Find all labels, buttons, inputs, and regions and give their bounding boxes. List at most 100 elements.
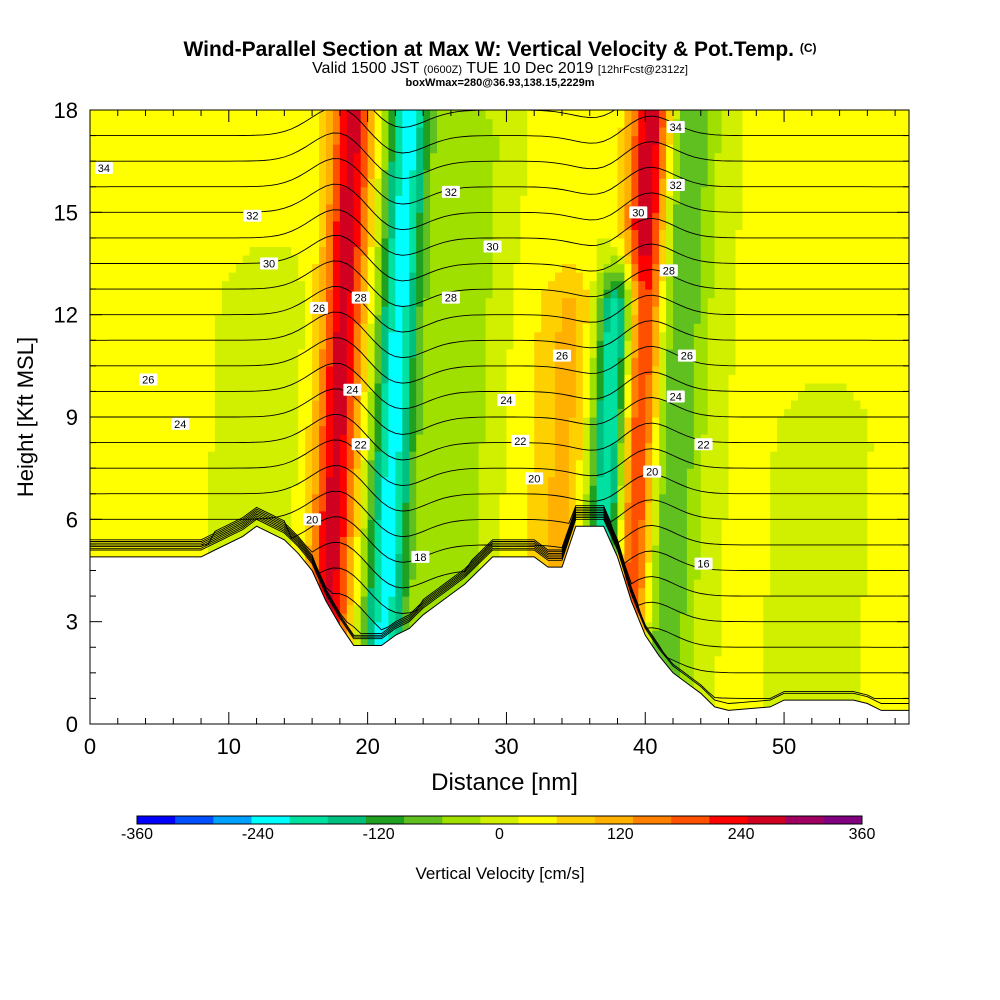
velocity-cell (492, 391, 501, 401)
velocity-cell (541, 144, 549, 154)
velocity-cell (409, 604, 417, 614)
velocity-cell (374, 613, 383, 623)
velocity-cell (464, 493, 473, 503)
velocity-cell (235, 357, 244, 367)
velocity-cell (450, 408, 459, 418)
velocity-cell (450, 118, 459, 128)
velocity-cell (194, 161, 202, 171)
velocity-cell (277, 280, 285, 290)
velocity-cell (325, 178, 334, 188)
velocity-cell (513, 485, 521, 495)
velocity-cell (437, 485, 445, 495)
velocity-cell (319, 186, 327, 196)
velocity-cell (430, 365, 438, 375)
velocity-cell (242, 161, 251, 171)
velocity-cell (388, 365, 396, 375)
velocity-cell (201, 195, 209, 205)
velocity-cell (103, 493, 112, 503)
velocity-cell (430, 536, 438, 546)
velocity-cell (96, 510, 105, 520)
velocity-cell (346, 502, 355, 512)
velocity-cell (166, 536, 174, 546)
velocity-cell (381, 613, 390, 623)
velocity-cell (395, 596, 403, 606)
velocity-cell (339, 519, 348, 529)
velocity-cell (548, 272, 556, 282)
velocity-cell (402, 331, 410, 341)
velocity-cell (520, 314, 528, 324)
velocity-cell (541, 229, 549, 239)
velocity-cell (159, 323, 167, 333)
velocity-cell (367, 254, 376, 265)
velocity-cell (395, 434, 403, 444)
velocity-cell (353, 280, 362, 290)
velocity-cell (499, 272, 508, 282)
velocity-cell (513, 442, 521, 452)
velocity-cell (110, 493, 119, 503)
velocity-cell (277, 272, 285, 282)
velocity-cell (187, 536, 195, 546)
velocity-cell (443, 272, 452, 282)
velocity-cell (541, 510, 549, 520)
velocity-cell (367, 348, 376, 358)
velocity-cell (492, 502, 501, 512)
velocity-cell (201, 323, 209, 333)
velocity-cell (367, 237, 376, 248)
velocity-cell (541, 169, 549, 179)
velocity-cell (471, 348, 480, 358)
velocity-cell (464, 391, 473, 401)
velocity-cell (555, 519, 563, 529)
velocity-cell (555, 263, 563, 273)
velocity-cell (346, 476, 355, 486)
velocity-cell (194, 408, 202, 418)
velocity-cell (277, 246, 285, 256)
velocity-cell (395, 587, 403, 597)
velocity-cell (360, 553, 369, 563)
velocity-cell (374, 630, 383, 640)
velocity-cell (270, 186, 278, 196)
velocity-cell (103, 527, 112, 537)
velocity-cell (506, 135, 514, 145)
velocity-cell (131, 510, 140, 520)
velocity-cell (145, 425, 154, 435)
velocity-cell (548, 161, 556, 171)
velocity-cell (457, 485, 466, 495)
velocity-cell (395, 254, 403, 265)
velocity-cell (124, 357, 133, 367)
velocity-cell (430, 510, 438, 520)
velocity-cell (437, 391, 445, 401)
velocity-cell (520, 417, 528, 427)
velocity-cell (194, 536, 202, 546)
velocity-cell (270, 348, 278, 358)
velocity-cell (187, 323, 195, 333)
velocity-cell (471, 536, 480, 546)
velocity-cell (402, 195, 410, 205)
velocity-cell (541, 152, 549, 162)
velocity-cell (152, 110, 161, 120)
velocity-cell (548, 357, 556, 367)
velocity-cell (235, 306, 244, 316)
velocity-cell (478, 459, 487, 469)
velocity-cell (499, 289, 508, 299)
velocity-cell (124, 417, 133, 427)
velocity-cell (235, 527, 244, 537)
velocity-cell (478, 135, 487, 145)
velocity-cell (450, 365, 459, 375)
velocity-cell (291, 331, 299, 341)
velocity-cell (277, 417, 285, 427)
velocity-cell (506, 331, 514, 341)
velocity-cell (513, 374, 521, 384)
velocity-cell (173, 280, 181, 290)
velocity-cell (201, 331, 209, 341)
velocity-cell (561, 195, 570, 205)
velocity-cell (541, 220, 549, 230)
velocity-cell (423, 254, 431, 265)
velocity-cell (201, 127, 209, 137)
velocity-cell (221, 118, 230, 128)
velocity-cell (90, 118, 98, 128)
velocity-cell (450, 451, 459, 461)
velocity-cell (214, 178, 223, 188)
velocity-cell (277, 127, 285, 137)
velocity-cell (360, 331, 369, 341)
velocity-cell (506, 417, 514, 427)
